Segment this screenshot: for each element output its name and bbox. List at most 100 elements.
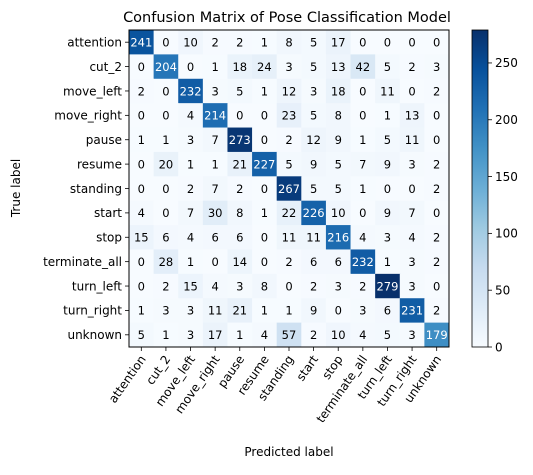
heatmap-cell [276,273,302,299]
cell-value-label: 5 [310,35,317,49]
heatmap-cell [301,273,327,299]
heatmap-cell [325,273,351,299]
cell-value-label: 3 [384,231,391,245]
cell-value-label: 14 [232,255,247,269]
heatmap-cell [301,298,327,324]
cell-value-label: 216 [327,231,349,245]
cell-value-label: 3 [408,279,415,293]
cell-value-label: 0 [138,60,145,74]
cell-value-label: 4 [408,231,415,245]
cell-value-label: 5 [310,182,317,196]
cell-value-label: 4 [138,206,145,220]
cell-value-label: 279 [376,279,398,293]
cell-value-label: 2 [433,255,440,269]
cell-value-label: 9 [335,133,342,147]
heatmap-cell [375,298,401,324]
heatmap-cell [350,78,376,104]
cell-value-label: 1 [285,304,292,318]
cell-value-label: 3 [335,279,342,293]
heatmap-cell [350,54,376,80]
cell-value-label: 21 [232,304,247,318]
heatmap-cell [301,225,327,250]
cell-value-label: 0 [261,133,268,147]
cell-value-label: 12 [306,133,321,147]
cell-value-label: 8 [335,109,342,123]
cell-value-label: 5 [138,328,145,342]
cell-value-label: 3 [408,157,415,171]
cell-value-label: 2 [433,182,440,196]
heatmap-cell [325,103,351,128]
cell-value-label: 2 [433,231,440,245]
colorbar-tick-label: 200 [495,113,518,127]
heatmap-cell [178,200,204,226]
heatmap-cell [153,54,179,80]
heatmap-cell [301,127,327,153]
cell-value-label: 5 [285,157,292,171]
cell-value-label: 42 [356,60,371,74]
cell-value-label: 1 [187,255,194,269]
cell-value-label: 232 [352,255,374,269]
heatmap-cell [129,322,155,348]
heatmap-cell [424,322,450,348]
heatmap-cell [325,127,351,153]
cell-value-label: 179 [426,328,448,342]
heatmap-cell [325,176,351,202]
cell-value-label: 1 [138,304,145,318]
heatmap-cell [399,78,425,104]
heatmap-cell [276,298,302,324]
cell-value-label: 0 [162,182,169,196]
cell-value-label: 227 [253,157,275,171]
cell-value-label: 4 [359,231,366,245]
cell-value-label: 15 [134,231,149,245]
heatmap-cell [153,322,179,348]
heatmap-cell [202,151,228,177]
heatmap-cell [202,273,228,299]
cell-value-label: 232 [180,84,202,98]
cell-value-label: 7 [211,182,218,196]
heatmap-cell [301,54,327,80]
cell-value-label: 4 [187,231,194,245]
heatmap-cell [325,322,351,348]
cell-value-label: 1 [236,328,243,342]
cell-value-label: 1 [162,133,169,147]
cell-value-label: 2 [433,157,440,171]
heatmap-cell [350,298,376,324]
heatmap-cell [252,249,278,275]
cell-value-label: 0 [335,304,342,318]
heatmap-cell [202,298,228,324]
heatmap-cell [227,127,253,153]
cell-value-label: 3 [187,328,194,342]
heatmap-cell [129,151,155,177]
heatmap-cell [350,30,376,55]
cell-value-label: 13 [405,109,420,123]
heatmap-cell [178,249,204,275]
heatmap-cell [399,249,425,275]
heatmap-cell [325,298,351,324]
heatmap-cell [424,54,450,80]
cell-value-label: 0 [261,255,268,269]
colorbar [471,29,489,348]
cell-value-label: 2 [285,133,292,147]
y-tick-label: stop [96,231,122,245]
heatmap-cell [202,103,228,128]
cell-value-label: 6 [211,231,218,245]
heatmap-cell [350,273,376,299]
cell-value-label: 0 [261,231,268,245]
cell-value-label: 9 [310,157,317,171]
cell-value-label: 1 [384,109,391,123]
cell-value-label: 8 [261,279,268,293]
y-tick-label: cut_2 [89,60,122,74]
cell-value-label: 9 [310,304,317,318]
heatmap-cell [375,249,401,275]
heatmap-cell [202,176,228,202]
cell-value-label: 0 [359,206,366,220]
y-axis-label: True label [9,159,23,218]
heatmap-cell [375,54,401,80]
cell-value-label: 204 [155,60,177,74]
heatmap-cell [129,176,155,202]
heatmap-cell [129,273,155,299]
cell-value-label: 0 [211,255,218,269]
heatmap-cell [153,30,179,55]
y-tick-label: terminate_all [43,255,122,269]
heatmap-cell [202,249,228,275]
